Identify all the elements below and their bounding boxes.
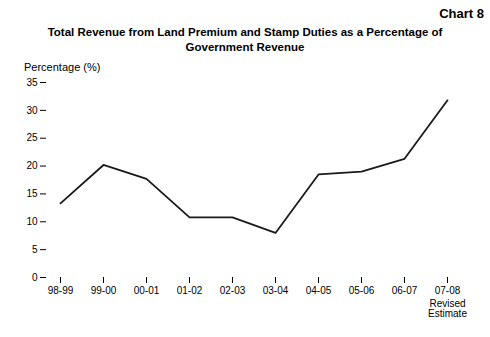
svg-text:00-01: 00-01	[134, 285, 160, 296]
svg-text:RevisedEstimate: RevisedEstimate	[428, 298, 467, 319]
svg-text:07-08: 07-08	[435, 285, 461, 296]
svg-text:5: 5	[32, 244, 38, 255]
svg-text:01-02: 01-02	[177, 285, 203, 296]
svg-text:02-03: 02-03	[220, 285, 246, 296]
svg-text:06-07: 06-07	[392, 285, 418, 296]
svg-text:05-06: 05-06	[349, 285, 375, 296]
svg-text:99-00: 99-00	[91, 285, 117, 296]
html-text:Total Revenue from Land Premiu: Total Revenue from Land Premium and Stam…	[47, 26, 443, 53]
svg-text:15: 15	[26, 188, 38, 199]
svg-text:10: 10	[26, 216, 38, 227]
svg-text:04-05: 04-05	[306, 285, 332, 296]
svg-text:35: 35	[26, 77, 38, 88]
svg-text:20: 20	[26, 160, 38, 171]
svg-text:98-99: 98-99	[48, 285, 74, 296]
svg-text:25: 25	[26, 132, 38, 143]
svg-text:0: 0	[32, 272, 38, 283]
svg-text:30: 30	[26, 105, 38, 116]
svg-text:03-04: 03-04	[263, 285, 289, 296]
html-text:Percentage (%): Percentage (%)	[24, 61, 101, 73]
html-text:Chart 8: Chart 8	[439, 6, 484, 21]
